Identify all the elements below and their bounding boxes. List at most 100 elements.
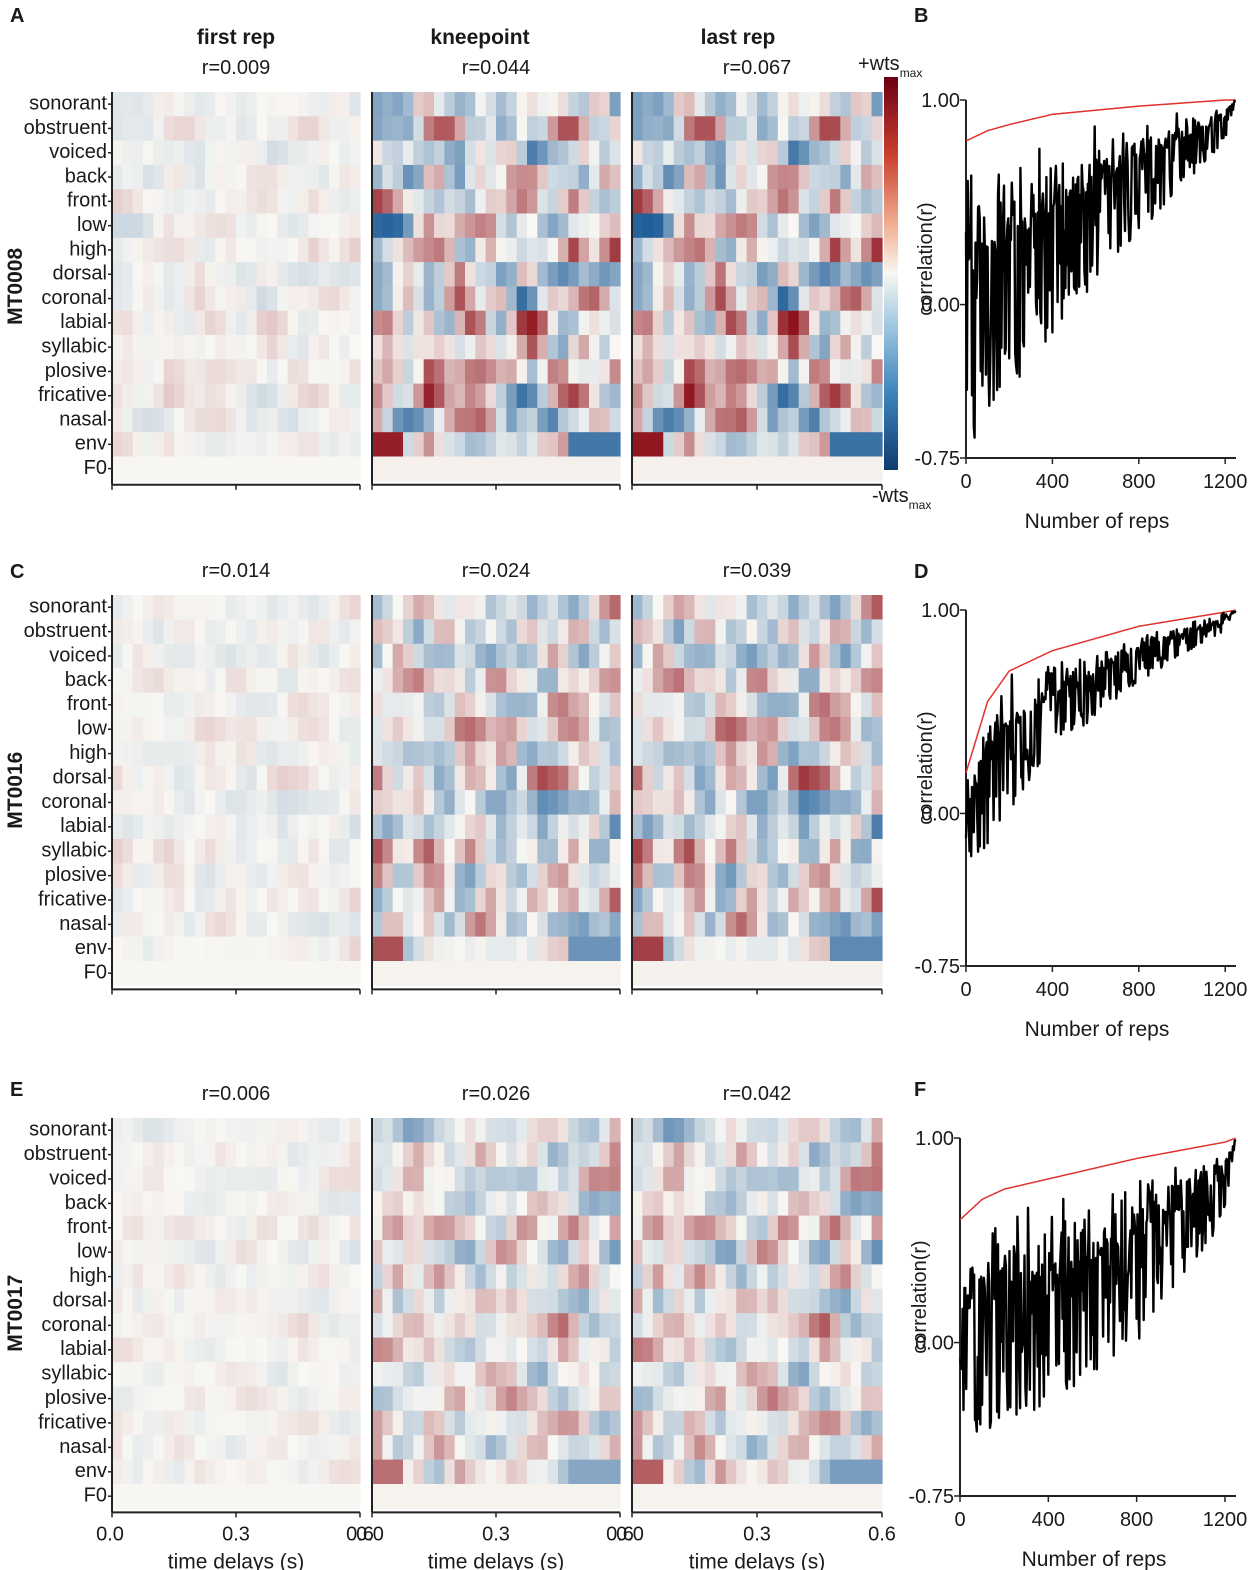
- heatmap-cell: [673, 1142, 685, 1168]
- heatmap-cell: [382, 1118, 394, 1143]
- heatmap-cell: [663, 359, 675, 385]
- heatmap-cell: [413, 456, 425, 482]
- heatmap-cell: [372, 164, 383, 190]
- heatmap-cell: [694, 1386, 706, 1412]
- heatmap-cell: [642, 741, 654, 767]
- heatmap-cell: [403, 310, 414, 336]
- heatmap-cell: [609, 595, 621, 620]
- heatmap-cell: [652, 164, 664, 190]
- heatmap-cell: [112, 359, 123, 385]
- heatmap-cell: [215, 213, 227, 239]
- heatmap-cell: [673, 1313, 685, 1339]
- heatmap-cell: [547, 790, 559, 816]
- heatmap-cell: [122, 668, 134, 694]
- heatmap-cell: [694, 814, 706, 840]
- heatmap-cell: [694, 887, 706, 913]
- heatmap-cell: [871, 619, 883, 645]
- heatmap-cell: [444, 863, 456, 889]
- heatmap-cell: [609, 213, 621, 239]
- heatmap-cell: [684, 359, 696, 385]
- heatmap-cell: [547, 1459, 559, 1485]
- heatmap-cell: [589, 643, 600, 669]
- heatmap-cell: [861, 863, 873, 889]
- heatmap-cell: [663, 140, 675, 166]
- r-value-last: r=0.039: [723, 560, 791, 582]
- heatmap-cell: [267, 116, 278, 142]
- heatmap-cell: [475, 961, 487, 986]
- heatmap-cell: [318, 692, 330, 718]
- heatmap-cell: [122, 456, 134, 482]
- heatmap-cell: [652, 790, 664, 816]
- heatmap-cell: [704, 1459, 716, 1485]
- heatmap-cell: [547, 912, 559, 938]
- heatmap-cell: [547, 1240, 559, 1265]
- heatmap-cell: [215, 1313, 227, 1339]
- heatmap-cell: [372, 262, 383, 287]
- heatmap-cell: [287, 1142, 299, 1168]
- heatmap-cell: [194, 237, 206, 263]
- heatmap-cell: [444, 1264, 456, 1290]
- heatmap-cell: [527, 1240, 538, 1265]
- heatmap-cell: [392, 116, 404, 142]
- heatmap-cell: [122, 407, 134, 433]
- heatmap-cell: [465, 310, 476, 336]
- heatmap-cell: [506, 213, 518, 239]
- heatmap-cell: [506, 595, 518, 620]
- heatmap-cell: [757, 310, 769, 336]
- heatmap-cell: [496, 1215, 507, 1241]
- heatmap-cell: [298, 1215, 309, 1241]
- heatmap-cell: [568, 383, 580, 409]
- heatmap-cell: [537, 432, 549, 458]
- heatmap-cell: [715, 383, 727, 409]
- heatmap-cell: [694, 432, 706, 458]
- heatmap-cell: [642, 1484, 654, 1509]
- heatmap-cell: [725, 643, 737, 669]
- heatmap-cell: [694, 692, 706, 718]
- heatmap-cell: [871, 164, 883, 190]
- heatmap-cell: [704, 432, 716, 458]
- heatmap-cell: [329, 432, 340, 458]
- heatmap-cell: [599, 164, 611, 190]
- heatmap-cell: [788, 692, 800, 718]
- heatmap-cell: [329, 1288, 340, 1314]
- heatmap-cell: [496, 643, 507, 669]
- heatmap-cell: [809, 790, 821, 816]
- heatmap-cell: [673, 765, 685, 791]
- heatmap-cell: [819, 741, 831, 767]
- heatmap-cell: [454, 407, 466, 433]
- heatmap-cell: [715, 1435, 727, 1461]
- heatmap-cell: [798, 383, 810, 409]
- heatmap-cell: [215, 383, 227, 409]
- heatmap-cell: [589, 1459, 600, 1485]
- heatmap-cell: [850, 1362, 862, 1387]
- heatmap-cell: [599, 335, 611, 360]
- heatmap-cell: [308, 1215, 320, 1241]
- heatmap-cell: [298, 863, 309, 889]
- heatmap-cell: [704, 668, 716, 694]
- heatmap-cell: [578, 887, 590, 913]
- heatmap-cell: [403, 213, 414, 239]
- heatmap-cell: [767, 839, 779, 864]
- heatmap-cell: [349, 741, 361, 767]
- heatmap-cell: [537, 1435, 549, 1461]
- heatmap-cell: [809, 643, 821, 669]
- heatmap-cell: [485, 213, 497, 239]
- heatmap-cell: [777, 164, 789, 190]
- heatmap-cell: [444, 456, 456, 482]
- heatmap-knee: r=0.044: [371, 57, 621, 490]
- heatmap-cell: [632, 286, 644, 312]
- heatmap-cell: [423, 1484, 435, 1509]
- heatmap-cell: [819, 310, 831, 336]
- heatmap-cell: [527, 668, 538, 694]
- heatmap-cell: [819, 1362, 831, 1387]
- heatmap-cell: [609, 765, 621, 791]
- heatmap-cell: [599, 92, 611, 117]
- heatmap-cell: [704, 790, 716, 816]
- heatmap-cell: [122, 383, 134, 409]
- heatmap-cell: [318, 310, 330, 336]
- heatmap-cell: [382, 595, 394, 620]
- heatmap-cell: [184, 1191, 196, 1217]
- heatmap-cell: [547, 839, 559, 864]
- heatmap-cell: [132, 1362, 144, 1387]
- heatmap-cell: [684, 456, 696, 482]
